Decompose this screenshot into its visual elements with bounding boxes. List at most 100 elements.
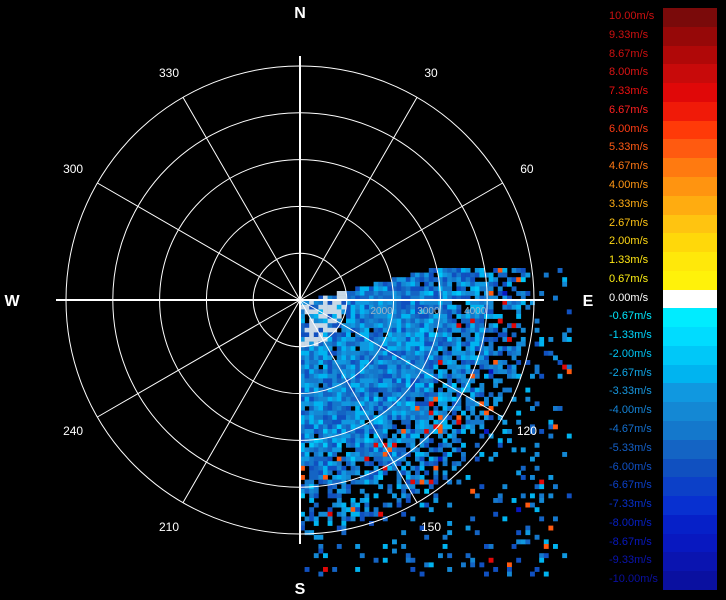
colorbar-entry: -3.33m/s	[607, 383, 717, 403]
echo-gate	[507, 567, 512, 572]
echo-gate	[350, 452, 356, 457]
echo-gate	[346, 401, 351, 407]
echo-gate	[309, 470, 315, 476]
echo-gate	[369, 309, 374, 315]
echo-gate	[401, 470, 407, 476]
echo-gate	[332, 401, 338, 407]
echo-gate	[428, 507, 434, 513]
echo-gate	[470, 373, 476, 379]
echo-gate	[415, 277, 420, 283]
echo-gate	[447, 521, 453, 526]
echo-gate	[401, 295, 407, 301]
echo-gate	[433, 360, 439, 365]
echo-gate	[396, 337, 402, 342]
echo-gate	[341, 369, 347, 375]
echo-gate	[507, 350, 512, 356]
echo-gate	[433, 429, 439, 434]
echo-gate	[497, 438, 503, 444]
echo-gate	[323, 323, 328, 329]
colorbar-swatch	[663, 270, 717, 291]
echo-gate	[419, 369, 425, 375]
echo-gate	[401, 350, 407, 356]
echo-gate	[373, 369, 379, 375]
echo-gate	[341, 360, 347, 365]
echo-gate	[332, 424, 338, 430]
echo-gate	[456, 364, 462, 370]
echo-gate	[373, 318, 379, 324]
echo-gate	[300, 346, 305, 352]
echo-gate	[401, 433, 407, 439]
echo-gate	[415, 337, 420, 342]
echo-gate	[401, 429, 407, 434]
colorbar-entry: 6.67m/s	[607, 101, 717, 122]
echo-gate	[382, 433, 388, 439]
echo-gate	[364, 475, 370, 480]
colorbar-label: 2.67m/s	[609, 216, 649, 229]
echo-gate	[497, 498, 503, 503]
echo-gate	[465, 350, 471, 356]
echo-gate	[456, 479, 462, 485]
echo-gate	[410, 475, 416, 480]
echo-gate	[387, 291, 393, 296]
echo-gate	[387, 364, 393, 370]
echo-gate	[332, 502, 338, 508]
echo-gate	[309, 456, 315, 462]
echo-gate	[442, 419, 448, 425]
echo-gate	[387, 452, 393, 457]
echo-gate	[346, 291, 351, 296]
echo-gate	[327, 346, 333, 352]
colorbar-entry: -0.67m/s	[607, 308, 717, 328]
echo-gate	[451, 291, 457, 296]
echo-gate	[309, 498, 315, 503]
echo-gate	[378, 484, 384, 490]
echo-gate	[438, 318, 443, 324]
echo-gate	[410, 479, 416, 485]
echo-gate	[341, 350, 347, 356]
echo-gate	[493, 314, 499, 319]
echo-gate	[369, 438, 374, 444]
echo-gate	[336, 332, 342, 338]
echo-gate	[341, 521, 347, 526]
echo-gate	[309, 461, 315, 467]
echo-gate	[318, 373, 324, 379]
echo-gate	[488, 323, 494, 329]
echo-gate	[405, 337, 411, 342]
echo-gate	[493, 281, 499, 287]
colorbar-entry: 4.00m/s	[607, 176, 717, 197]
echo-gate	[405, 286, 411, 292]
echo-gate	[438, 553, 443, 559]
echo-gate	[332, 350, 338, 356]
azimuth-spoke	[182, 299, 301, 503]
colorbar-swatch	[663, 383, 717, 403]
echo-gate	[355, 332, 361, 338]
echo-gate	[488, 295, 494, 301]
echo-gate	[364, 415, 370, 421]
echo-gate	[332, 327, 338, 333]
echo-gate	[323, 373, 328, 379]
echo-gate	[313, 465, 319, 471]
colorbar-entry: -6.00m/s	[607, 458, 717, 478]
echo-gate	[300, 433, 305, 439]
echo-gate	[415, 281, 420, 287]
echo-gate	[392, 355, 397, 361]
echo-gate	[405, 479, 411, 485]
echo-gate	[392, 291, 397, 296]
colorbar-swatch	[663, 364, 717, 384]
echo-gate	[382, 300, 388, 306]
echo-gate	[323, 415, 328, 421]
echo-gate	[451, 272, 457, 278]
echo-gate	[456, 346, 462, 352]
echo-gate	[493, 364, 499, 370]
echo-gate	[382, 502, 388, 508]
echo-gate	[369, 521, 374, 526]
echo-gate	[373, 291, 379, 296]
echo-gate	[309, 401, 315, 407]
echo-gate	[300, 350, 305, 356]
echo-gate	[548, 419, 554, 425]
echo-gate	[300, 456, 305, 462]
echo-gate	[419, 327, 425, 333]
echo-gate	[318, 511, 324, 517]
echo-gate	[405, 355, 411, 361]
echo-gate	[378, 447, 384, 453]
echo-gate	[378, 410, 384, 416]
